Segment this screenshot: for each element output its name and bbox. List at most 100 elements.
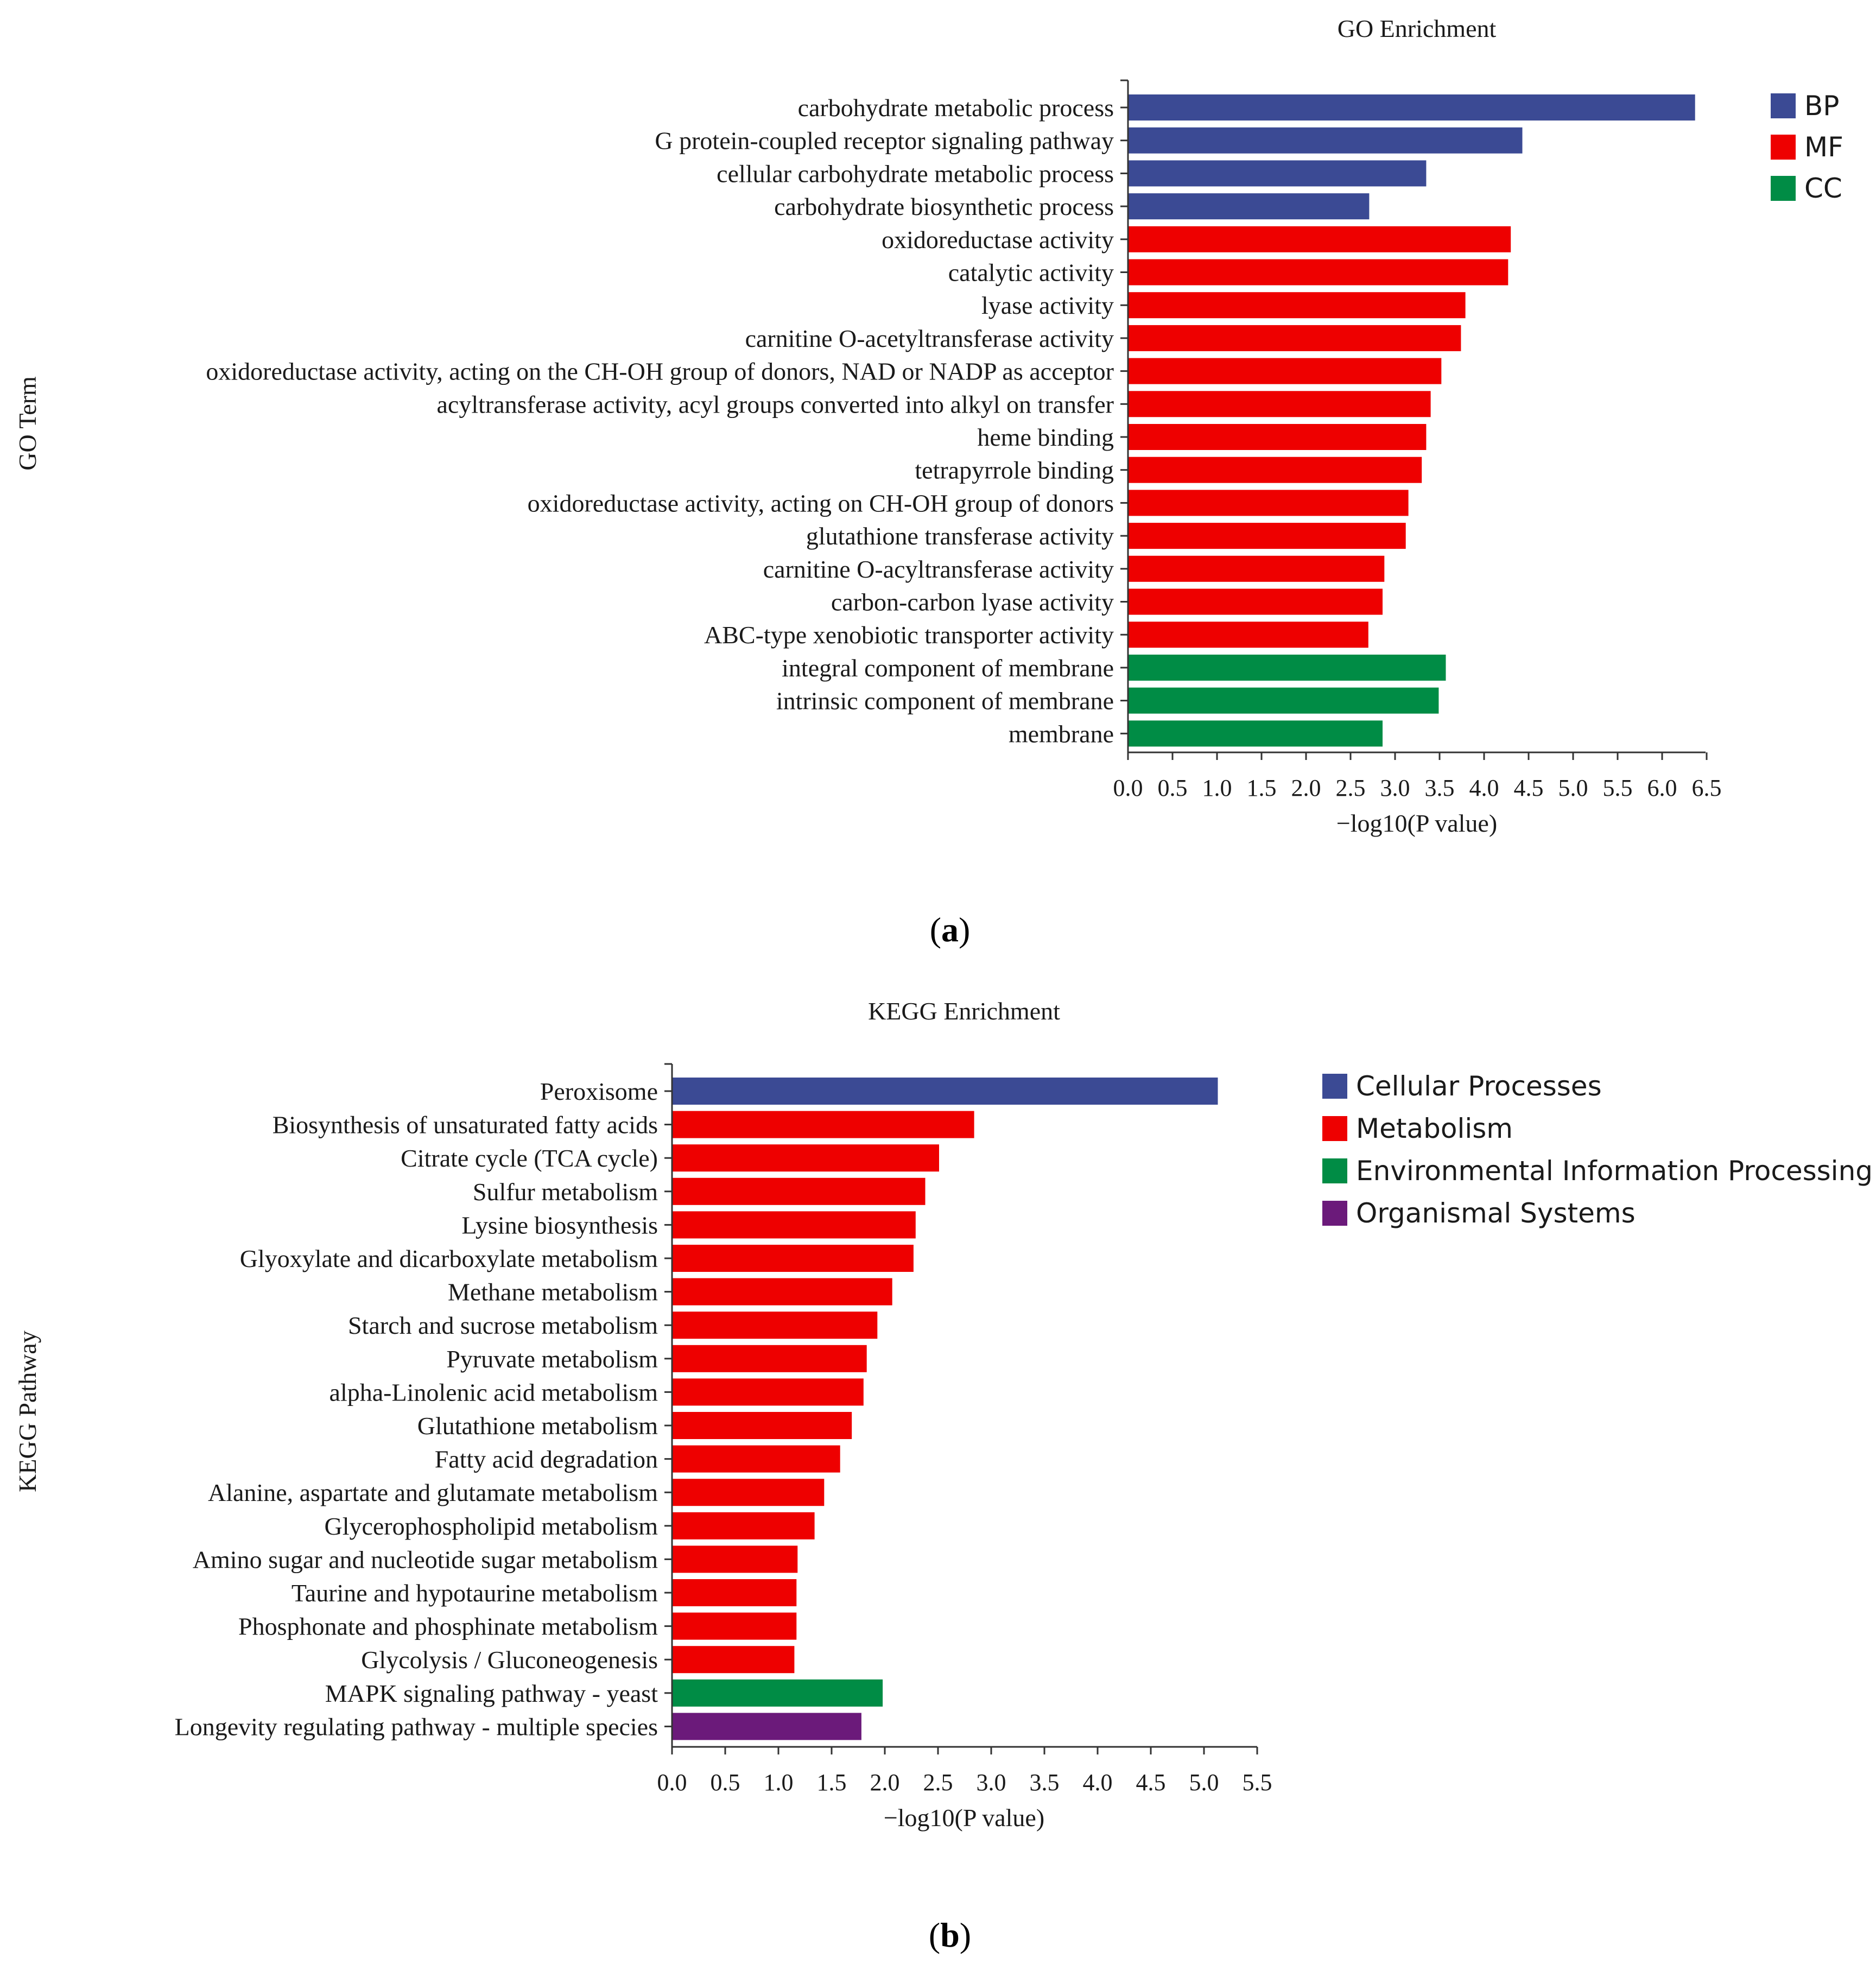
legend-swatch [1322,1074,1347,1099]
category-label: Longevity regulating pathway - multiple … [175,1713,658,1740]
kegg-enrichment-chart: KEGG Enrichment KEGG Pathway −log10(P va… [14,997,1873,1954]
bar [672,1312,878,1339]
bar [1128,523,1406,549]
legend-label: CC [1804,173,1842,204]
x-ticks: 0.0 0.5 1.0 1.5 2.0 2.5 3.0 3.5 4.0 4.5 5.0 5.5 6.0 6… [1113,752,1722,801]
bar [672,1646,795,1674]
panel-letter-a: a [941,910,959,949]
category-label: Glyoxylate and dicarboxylate metabolism [240,1245,658,1272]
x-tick-label: 4.0 [1083,1769,1113,1796]
category-label: carbohydrate metabolic process [798,94,1114,122]
bar [1128,325,1461,351]
x-tick-label: 3.5 [1030,1769,1060,1796]
category-label: Glycolysis / Gluconeogenesis [361,1646,658,1674]
category-label: Lysine biosynthesis [461,1211,658,1239]
bar [672,1177,926,1205]
legend-label: Organismal Systems [1356,1198,1636,1229]
x-axis-label: −log10(P value) [884,1804,1044,1832]
category-label: alpha-Linolenic acid metabolism [329,1378,658,1406]
legend-label: Cellular Processes [1356,1070,1602,1102]
category-label: intrinsic component of membrane [776,687,1114,715]
y-axis-label: GO Term [14,376,41,471]
category-label: carbon-carbon lyase activity [831,588,1114,616]
category-label: carnitine O-acetyltransferase activity [745,325,1114,352]
category-label: ABC-type xenobiotic transporter activity [704,621,1114,649]
category-label: heme binding [977,423,1114,451]
x-tick-label: 2.0 [1291,775,1321,801]
category-label: glutathione transferase activity [806,522,1114,550]
bar [672,1078,1218,1105]
bar-group [672,1078,1218,1740]
category-label: Citrate cycle (TCA cycle) [401,1144,658,1172]
category-label: MAPK signaling pathway - yeast [325,1680,658,1707]
panel-letter-b: b [940,1916,960,1954]
category-label: carbohydrate biosynthetic process [774,193,1114,220]
category-label: lyase activity [981,292,1114,319]
category-label: Peroxisome [540,1078,658,1105]
bar [1128,555,1385,582]
category-label: Phosphonate and phosphinate metabolism [238,1613,658,1640]
bar [1128,193,1370,220]
x-tick-label: 2.0 [870,1769,900,1796]
bar [672,1412,852,1439]
bar [1128,358,1442,384]
x-tick-label: 6.0 [1647,775,1677,801]
bar [672,1278,892,1306]
bar [1128,94,1695,121]
bar [672,1679,883,1707]
legend-swatch [1322,1116,1347,1141]
bar [672,1579,797,1606]
legend-swatch [1771,93,1796,118]
x-tick-label: 2.5 [923,1769,953,1796]
category-label: membrane [1009,720,1114,747]
go-enrichment-chart: GO Enrichment GO Term −log10(P value) ca… [14,15,1843,949]
x-tick-label: 0.0 [1113,775,1143,801]
x-tick-label: 0.5 [711,1769,740,1796]
bar [1128,654,1446,681]
legend-label: BP [1804,90,1839,122]
category-label: cellular carbohydrate metabolic process [717,160,1114,187]
category-label: Methane metabolism [448,1278,658,1306]
bar [1128,720,1383,747]
bar [672,1545,798,1573]
legend-label: MF [1804,131,1843,163]
bar [1128,622,1368,648]
x-axis-label: −log10(P value) [1336,809,1497,837]
category-labels: Peroxisome Biosynthesis of unsaturated fa… [175,1078,672,1740]
bar [1128,292,1466,319]
category-label: G protein-coupled receptor signaling pat… [655,127,1114,155]
bar [672,1479,825,1506]
category-label: Alanine, aspartate and glutamate metabol… [208,1479,658,1506]
category-label: Sulfur metabolism [473,1178,658,1206]
bar [672,1378,864,1406]
x-tick-label: 5.5 [1603,775,1633,801]
bar [1128,127,1523,154]
category-label: Glutathione metabolism [417,1412,658,1440]
legend-swatch [1322,1158,1347,1183]
category-label: Fatty acid degradation [435,1446,658,1473]
bar [1128,490,1409,516]
bar [1128,424,1427,450]
bar [1128,588,1383,615]
category-label: Starch and sucrose metabolism [348,1312,658,1339]
bar [1128,160,1427,187]
category-label: Pyruvate metabolism [446,1345,658,1373]
x-tick-label: 3.0 [977,1769,1006,1796]
x-tick-label: 1.5 [1247,775,1277,801]
bar [1128,391,1431,417]
x-tick-label: 1.0 [764,1769,794,1796]
legend-swatch [1322,1201,1347,1226]
legend-label: Metabolism [1356,1113,1513,1144]
x-tick-label: 2.5 [1336,775,1366,801]
category-label: Glycerophospholipid metabolism [324,1512,658,1540]
bar [672,1713,861,1740]
category-labels: carbohydrate metabolic process G protein-… [206,94,1128,747]
category-label: tetrapyrrole binding [915,457,1114,484]
bar-group [1128,94,1695,747]
category-label: oxidoreductase activity, acting on the C… [206,358,1114,385]
bar [1128,687,1439,714]
bar [672,1111,974,1138]
bar [1128,226,1511,252]
x-tick-label: 4.5 [1136,1769,1166,1796]
